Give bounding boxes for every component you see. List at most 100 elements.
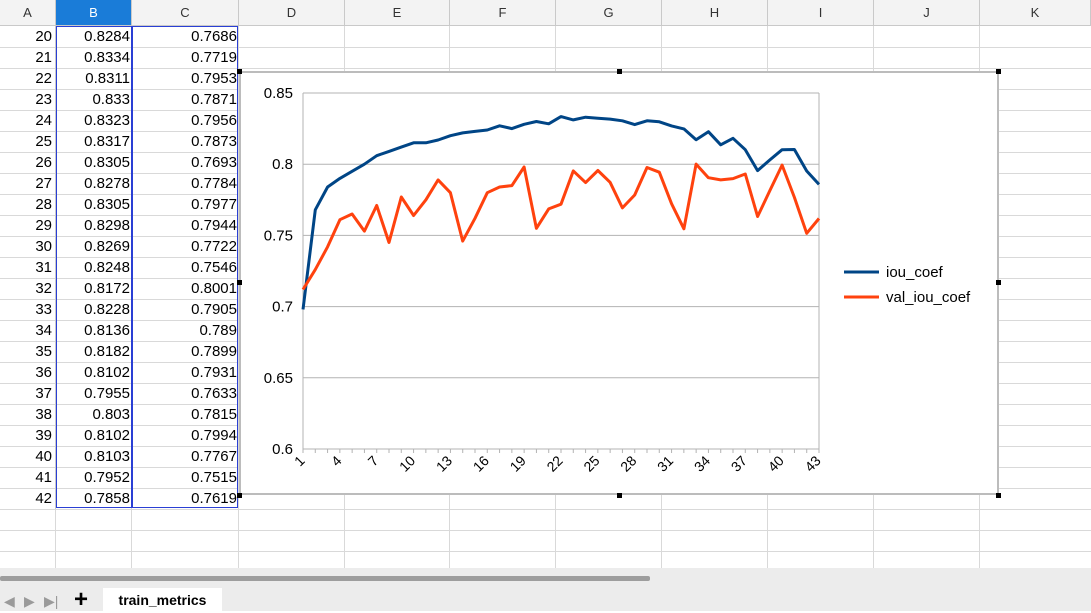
row-header[interactable]: 31	[0, 257, 56, 278]
cell-b[interactable]: 0.8248	[84, 259, 130, 276]
cell-c[interactable]: 0.7931	[191, 364, 237, 381]
column-header-e[interactable]: E	[345, 0, 450, 26]
cell-c[interactable]: 0.7719	[191, 49, 237, 66]
cell-b[interactable]: 0.8269	[84, 238, 130, 255]
horizontal-scrollbar[interactable]	[0, 576, 650, 581]
cell-c[interactable]: 0.8001	[191, 280, 237, 297]
cell-c[interactable]: 0.7722	[191, 238, 237, 255]
cell-c[interactable]: 0.7546	[191, 259, 237, 276]
cell-b[interactable]: 0.8323	[84, 112, 130, 129]
cell-b[interactable]: 0.8305	[84, 154, 130, 171]
cell-b[interactable]: 0.8182	[84, 343, 130, 360]
cell-c[interactable]: 0.7953	[191, 70, 237, 87]
cell-c[interactable]: 0.7619	[191, 490, 237, 507]
cell-b[interactable]: 0.8311	[85, 70, 130, 87]
column-header-b[interactable]: B	[56, 0, 132, 26]
cell-c[interactable]: 0.7686	[191, 28, 237, 45]
cell-b[interactable]: 0.7952	[84, 469, 130, 486]
cell-b[interactable]: 0.8103	[84, 448, 130, 465]
cell-c[interactable]: 0.7956	[191, 112, 237, 129]
cell-c[interactable]: 0.7767	[191, 448, 237, 465]
column-header-g[interactable]: G	[556, 0, 662, 26]
row-header[interactable]: 35	[0, 341, 56, 362]
row-header[interactable]: 33	[0, 299, 56, 320]
column-header-i[interactable]: I	[768, 0, 874, 26]
first-sheet-nav-icon[interactable]: ◀	[4, 593, 15, 609]
grid-horizontal-line	[0, 530, 1091, 531]
x-tick-label: 25	[580, 452, 602, 474]
row-header[interactable]: 24	[0, 110, 56, 131]
cell-c[interactable]: 0.7693	[191, 154, 237, 171]
resize-handle[interactable]	[996, 280, 1001, 285]
row-header[interactable]: 20	[0, 26, 56, 47]
cell-b[interactable]: 0.833	[92, 91, 130, 108]
cell-c[interactable]: 0.7944	[191, 217, 237, 234]
last-sheet-nav-icon[interactable]: ▶|	[44, 593, 59, 609]
row-header[interactable]: 28	[0, 194, 56, 215]
column-header-d[interactable]: D	[239, 0, 345, 26]
column-header-j[interactable]: J	[874, 0, 980, 26]
row-header[interactable]: 41	[0, 467, 56, 488]
column-header-h[interactable]: H	[662, 0, 768, 26]
row-header[interactable]: 37	[0, 383, 56, 404]
cell-c[interactable]: 0.7815	[191, 406, 237, 423]
cell-b[interactable]: 0.7955	[84, 385, 130, 402]
row-header[interactable]: 34	[0, 320, 56, 341]
chart-object[interactable]: 0.85 0.8 0.75 0.7 0.65 0.6 1 4 7 10 13 16 19 22 25 28 31…	[239, 71, 999, 495]
resize-handle[interactable]	[617, 493, 622, 498]
row-header[interactable]: 27	[0, 173, 56, 194]
row-header[interactable]: 40	[0, 446, 56, 467]
cell-b[interactable]: 0.8284	[84, 28, 130, 45]
row-header[interactable]: 30	[0, 236, 56, 257]
cell-b[interactable]: 0.8102	[84, 364, 130, 381]
cell-c[interactable]: 0.7905	[191, 301, 237, 318]
cell-b[interactable]: 0.8102	[84, 427, 130, 444]
row-header[interactable]: 23	[0, 89, 56, 110]
add-sheet-button[interactable]: +	[74, 586, 89, 613]
resize-handle[interactable]	[237, 69, 242, 74]
sheet-tab-train-metrics[interactable]: train_metrics	[103, 588, 222, 611]
row-header[interactable]: 25	[0, 131, 56, 152]
row-header[interactable]: 26	[0, 152, 56, 173]
resize-handle[interactable]	[237, 493, 242, 498]
cell-b[interactable]: 0.8136	[84, 322, 130, 339]
row-header[interactable]: 36	[0, 362, 56, 383]
resize-handle[interactable]	[996, 69, 1001, 74]
resize-handle[interactable]	[237, 280, 242, 285]
row-header[interactable]: 29	[0, 215, 56, 236]
cell-c[interactable]: 0.7977	[191, 196, 237, 213]
row-header[interactable]: 38	[0, 404, 56, 425]
cell-b[interactable]: 0.803	[92, 406, 130, 423]
cell-c[interactable]: 0.7633	[191, 385, 237, 402]
row-header[interactable]: 42	[0, 488, 56, 509]
row-header[interactable]: 39	[0, 425, 56, 446]
x-tick-label: 43	[801, 452, 823, 474]
cell-b[interactable]: 0.8334	[84, 49, 130, 66]
row-header[interactable]: 22	[0, 68, 56, 89]
cell-b[interactable]: 0.8172	[84, 280, 130, 297]
cell-b[interactable]: 0.8228	[84, 301, 130, 318]
row-header[interactable]: 32	[0, 278, 56, 299]
column-header-k[interactable]: K	[980, 0, 1091, 26]
grid-horizontal-line	[0, 47, 1091, 48]
next-sheet-nav-icon[interactable]: ▶	[24, 593, 35, 609]
column-header-a[interactable]: A	[0, 0, 56, 26]
cell-c[interactable]: 0.7515	[191, 469, 237, 486]
cell-c[interactable]: 0.7871	[191, 91, 237, 108]
row-header[interactable]: 21	[0, 47, 56, 68]
cell-b[interactable]: 0.8298	[84, 217, 130, 234]
cell-c[interactable]: 0.7784	[191, 175, 237, 192]
cell-b[interactable]: 0.8278	[84, 175, 130, 192]
cell-c[interactable]: 0.7899	[191, 343, 237, 360]
cell-b[interactable]: 0.8317	[84, 133, 130, 150]
column-header-c[interactable]: C	[132, 0, 239, 26]
resize-handle[interactable]	[996, 493, 1001, 498]
cell-b[interactable]: 0.8305	[84, 196, 130, 213]
resize-handle[interactable]	[617, 69, 622, 74]
column-header-f[interactable]: F	[450, 0, 556, 26]
cell-c[interactable]: 0.7994	[191, 427, 237, 444]
cell-b[interactable]: 0.7858	[84, 490, 130, 507]
cell-c[interactable]: 0.789	[199, 322, 237, 339]
cell-c[interactable]: 0.7873	[191, 133, 237, 150]
